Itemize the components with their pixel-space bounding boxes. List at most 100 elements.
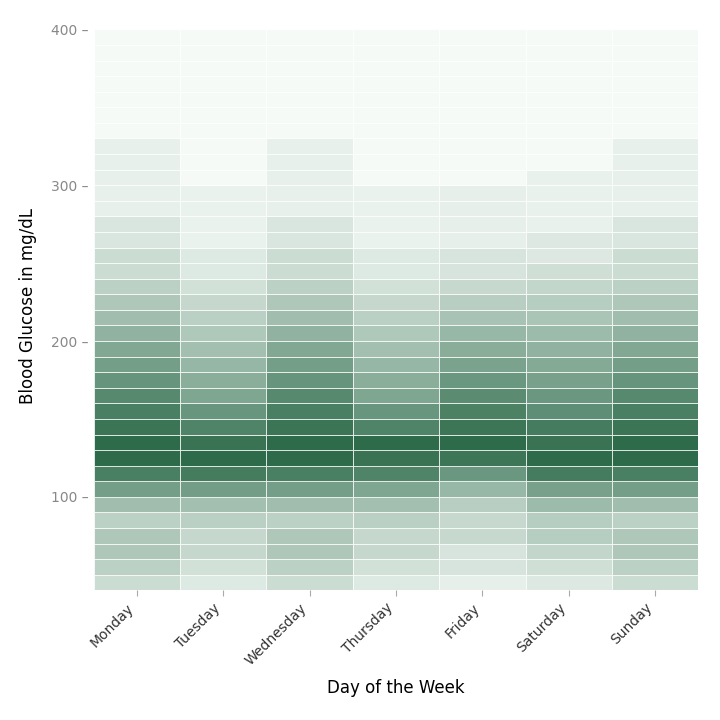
Bar — [439, 107, 526, 123]
Bar — [353, 60, 439, 76]
Bar — [353, 388, 439, 403]
Bar — [266, 138, 353, 154]
Bar — [266, 341, 353, 356]
Bar — [353, 263, 439, 279]
Bar — [94, 201, 180, 217]
Bar — [353, 217, 439, 232]
Bar — [526, 217, 612, 232]
Bar — [612, 450, 698, 466]
Bar — [612, 341, 698, 356]
Bar — [94, 60, 180, 76]
Bar — [180, 419, 266, 435]
Bar — [439, 513, 526, 528]
Bar — [353, 497, 439, 513]
Bar — [612, 325, 698, 341]
Bar — [94, 528, 180, 544]
Bar — [180, 372, 266, 388]
Bar — [180, 30, 266, 45]
Bar — [526, 559, 612, 575]
Bar — [94, 294, 180, 310]
Bar — [266, 388, 353, 403]
Bar — [94, 419, 180, 435]
Bar — [180, 310, 266, 325]
Bar — [526, 528, 612, 544]
Bar — [612, 232, 698, 248]
Bar — [180, 513, 266, 528]
Bar — [94, 497, 180, 513]
Bar — [612, 279, 698, 294]
Bar — [180, 76, 266, 91]
Bar — [439, 419, 526, 435]
Bar — [526, 45, 612, 60]
Bar — [94, 310, 180, 325]
Bar — [180, 279, 266, 294]
Bar — [180, 123, 266, 138]
Bar — [439, 497, 526, 513]
Bar — [94, 559, 180, 575]
Bar — [439, 45, 526, 60]
Bar — [526, 185, 612, 201]
Bar — [612, 559, 698, 575]
Bar — [526, 294, 612, 310]
Bar — [94, 356, 180, 372]
Bar — [612, 497, 698, 513]
Bar — [94, 481, 180, 497]
Bar — [526, 310, 612, 325]
Bar — [266, 310, 353, 325]
Bar — [180, 138, 266, 154]
Bar — [180, 185, 266, 201]
Bar — [266, 91, 353, 107]
Bar — [353, 170, 439, 185]
Bar — [353, 559, 439, 575]
Bar — [612, 310, 698, 325]
Bar — [526, 497, 612, 513]
Bar — [526, 325, 612, 341]
Bar — [612, 248, 698, 263]
Bar — [612, 419, 698, 435]
Bar — [266, 528, 353, 544]
Bar — [439, 170, 526, 185]
Bar — [266, 575, 353, 590]
Bar — [612, 435, 698, 450]
Bar — [439, 435, 526, 450]
Bar — [266, 279, 353, 294]
Bar — [353, 450, 439, 466]
Bar — [439, 325, 526, 341]
Bar — [353, 528, 439, 544]
Bar — [94, 30, 180, 45]
Bar — [180, 107, 266, 123]
Bar — [439, 466, 526, 481]
Bar — [94, 76, 180, 91]
Bar — [180, 481, 266, 497]
Bar — [526, 201, 612, 217]
Bar — [353, 325, 439, 341]
Bar — [526, 76, 612, 91]
Bar — [353, 45, 439, 60]
Bar — [526, 435, 612, 450]
Bar — [266, 419, 353, 435]
Bar — [439, 138, 526, 154]
Bar — [439, 403, 526, 419]
Bar — [94, 575, 180, 590]
Bar — [612, 372, 698, 388]
Bar — [353, 466, 439, 481]
Bar — [266, 325, 353, 341]
Bar — [612, 466, 698, 481]
Bar — [266, 294, 353, 310]
Bar — [439, 341, 526, 356]
Bar — [94, 185, 180, 201]
Bar — [612, 170, 698, 185]
Bar — [180, 325, 266, 341]
Bar — [439, 481, 526, 497]
Bar — [353, 248, 439, 263]
Bar — [612, 201, 698, 217]
Bar — [180, 263, 266, 279]
Bar — [94, 263, 180, 279]
Bar — [180, 403, 266, 419]
Bar — [94, 450, 180, 466]
Bar — [180, 45, 266, 60]
Bar — [612, 185, 698, 201]
Bar — [439, 263, 526, 279]
Bar — [266, 232, 353, 248]
Bar — [526, 403, 612, 419]
